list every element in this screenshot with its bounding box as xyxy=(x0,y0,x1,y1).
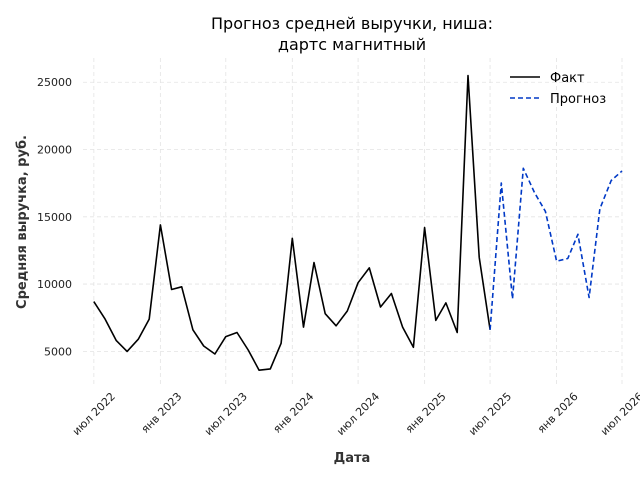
x-tick-label: июл 2022 xyxy=(70,390,118,438)
y-tick-label: 10000 xyxy=(37,278,72,291)
legend-label-forecast: Прогноз xyxy=(550,92,606,107)
chart-title-line-1: Прогноз средней выручки, ниша: xyxy=(211,14,493,33)
x-tick-label: июл 2023 xyxy=(202,390,250,438)
x-tick-label: янв 2023 xyxy=(139,390,185,436)
legend-label-fact: Факт xyxy=(550,71,585,86)
y-tick-label: 5000 xyxy=(44,345,72,358)
series-line-fact xyxy=(93,74,491,372)
y-axis-label: Средняя выручка, руб. xyxy=(15,135,30,309)
x-tick-label: июл 2026 xyxy=(598,390,640,438)
legend: Факт Прогноз xyxy=(510,71,606,107)
chart-title-line-2: дартс магнитный xyxy=(278,35,426,54)
x-axis-ticks: июл 2022 янв 2023 июл 2023 янв 2024 июл 2024… xyxy=(70,390,640,438)
x-tick-label: янв 2024 xyxy=(271,390,317,436)
y-tick-label: 15000 xyxy=(37,211,72,224)
y-tick-label: 20000 xyxy=(37,144,72,157)
x-axis-label: Дата xyxy=(334,451,371,466)
series-line-forecast xyxy=(489,167,623,330)
y-tick-label: 25000 xyxy=(37,76,72,89)
grid xyxy=(83,58,623,385)
series-layer xyxy=(93,74,623,372)
x-tick-label: янв 2025 xyxy=(403,390,449,436)
y-axis-ticks: 5000 10000 15000 20000 25000 xyxy=(37,76,72,358)
x-tick-label: июл 2025 xyxy=(466,390,514,438)
x-tick-label: янв 2026 xyxy=(535,390,581,436)
x-tick-label: июл 2024 xyxy=(334,390,382,438)
